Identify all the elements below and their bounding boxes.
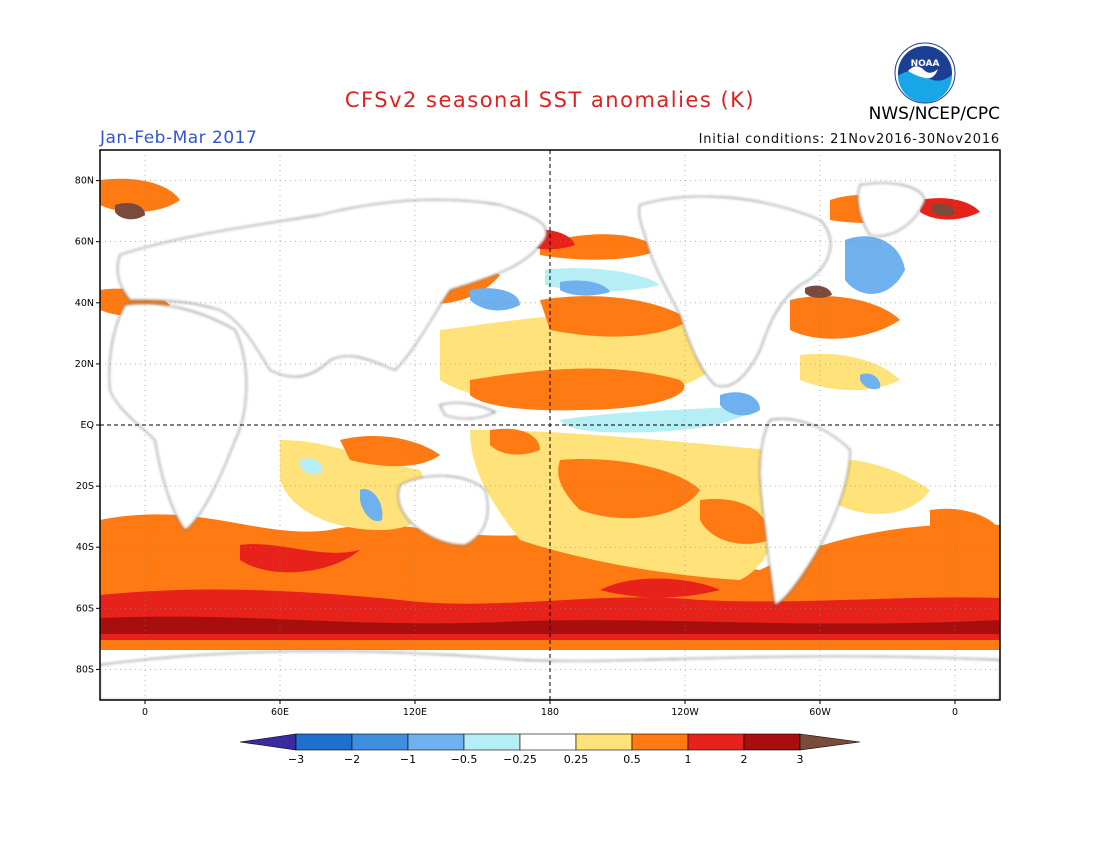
lat-lon-grid: [100, 150, 1000, 700]
colorbar-box: [463, 733, 521, 751]
equatorial-cool: [560, 405, 760, 433]
north-pacific-cool: [560, 280, 610, 296]
colorbar-arrow-high: [799, 733, 861, 751]
colorbar-label: −1: [400, 753, 416, 766]
colorbar-label: −2: [344, 753, 360, 766]
colorbar-label: 1: [685, 753, 692, 766]
lon-tick-label: 0: [952, 707, 958, 718]
lat-tick-label: 60N: [75, 237, 94, 248]
colorbar-box: [687, 733, 745, 751]
noaa-logo-icon: NOAA: [894, 42, 956, 104]
indonesia: [439, 402, 497, 419]
lat-tick-label: EQ: [81, 420, 94, 431]
colorbar-box: [295, 733, 353, 751]
colorbar-box: [407, 733, 465, 751]
north-pacific-warm: [540, 296, 690, 337]
colorbar-label: −3: [288, 753, 304, 766]
lon-tick-label: 180: [541, 707, 559, 718]
south-america: [759, 418, 851, 606]
lon-tick-label: 0: [142, 707, 148, 718]
lon-tick-label: 120W: [671, 707, 699, 718]
colorbar-label: −0.5: [451, 753, 478, 766]
logo-text: NOAA: [911, 59, 940, 69]
colorbar-label: 2: [741, 753, 748, 766]
africa: [109, 303, 247, 531]
arctic-extreme: [115, 203, 145, 220]
australia: [397, 475, 489, 546]
eurasia: [117, 199, 547, 377]
lat-tick-label: 40S: [76, 542, 94, 553]
lat-tick-label: 80N: [75, 176, 94, 187]
longitude-labels: 0 60E 120E 180 120W 60W 0: [142, 700, 958, 718]
south-pacific-warm: [558, 459, 700, 519]
indian-ocean-cool: [360, 489, 383, 522]
colorbar-box: [743, 733, 801, 751]
north-atlantic-cool: [845, 236, 905, 294]
colorbar-label: 0.5: [623, 753, 641, 766]
continents: [100, 182, 1000, 700]
lon-tick-label: 60W: [809, 707, 831, 718]
gulf-stream-extreme: [805, 285, 832, 298]
colorbar-label: 3: [797, 753, 804, 766]
colorbar-box: [351, 733, 409, 751]
colorbar-box: [575, 733, 633, 751]
lat-tick-label: 60S: [76, 603, 94, 614]
colorbar-box: [519, 733, 577, 751]
colorbar-arrow-low: [239, 733, 297, 751]
lat-tick-label: 20S: [76, 481, 94, 492]
color-legend: −3 −2 −1 −0.5 −0.25 0.25 0.5 1 2 3: [239, 733, 861, 766]
agency-label: NWS/NCEP/CPC: [868, 104, 1000, 124]
colorbar-box: [631, 733, 689, 751]
southern-ocean-extreme: [100, 616, 1000, 634]
colorbar-label: −0.25: [503, 753, 537, 766]
lat-tick-label: 80S: [76, 664, 94, 675]
map-title: CFSv2 seasonal SST anomalies (K): [344, 88, 756, 112]
forecast-period: Jan-Feb-Mar 2017: [100, 128, 258, 148]
colorbar-label: 0.25: [564, 753, 589, 766]
lon-tick-label: 120E: [403, 707, 427, 718]
greenland: [857, 182, 926, 237]
lat-tick-label: 20N: [75, 359, 94, 370]
latitude-labels: 80N 60N 40N 20N EQ 20S 40S 60S 80S: [75, 176, 100, 675]
initial-conditions: Initial conditions: 21Nov2016-30Nov2016: [698, 132, 1000, 147]
lat-tick-label: 40N: [75, 298, 94, 309]
lon-tick-label: 60E: [271, 707, 289, 718]
north-america: [638, 196, 831, 387]
